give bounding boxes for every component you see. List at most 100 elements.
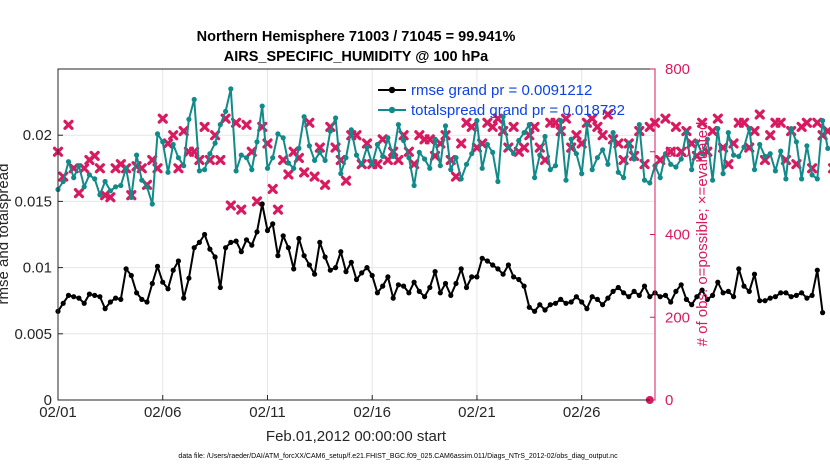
totalspread-point: [333, 115, 339, 121]
rmse-point: [521, 283, 527, 289]
rmse-point: [118, 296, 124, 302]
obs-evaluated-point: [450, 171, 462, 182]
obs-evaluated-point: [749, 125, 760, 137]
totalspread-point: [196, 168, 202, 174]
totalspread-point: [327, 128, 333, 134]
totalspread-point: [621, 175, 627, 181]
totalspread-point: [474, 118, 480, 124]
totalspread-point: [542, 133, 548, 140]
totalspread-point: [725, 130, 731, 136]
totalspread-point: [128, 194, 134, 200]
totalspread-point: [107, 188, 113, 194]
obs-evaluated-point: [466, 121, 477, 133]
rmse-point: [751, 271, 758, 277]
obs-evaluated-point: [759, 154, 771, 166]
y-tick-label: 0.015: [14, 193, 52, 210]
totalspread-point: [76, 163, 82, 169]
rmse-point: [102, 306, 108, 312]
totalspread-point: [264, 165, 271, 171]
obs-evaluated-point: [812, 117, 823, 128]
obs-evaluated-point: [199, 121, 210, 133]
obs-evaluated-point: [189, 146, 200, 157]
rmse-point: [97, 294, 103, 300]
rmse-point: [401, 283, 407, 289]
rmse-point: [65, 292, 72, 298]
rmse-point: [442, 280, 449, 287]
totalspread-point: [463, 161, 470, 167]
totalspread-point: [102, 178, 108, 185]
rmse-point: [123, 266, 129, 272]
totalspread-point: [60, 178, 66, 185]
totalspread-point: [139, 177, 145, 183]
totalspread-point: [757, 141, 763, 148]
totalspread-point: [741, 144, 747, 150]
rmse-point: [275, 253, 281, 259]
totalspread-point: [97, 192, 103, 198]
totalspread-point: [385, 135, 391, 141]
rmse-point: [725, 288, 731, 294]
rmse-point: [699, 287, 705, 293]
totalspread-point: [432, 136, 438, 142]
totalspread-point: [217, 122, 223, 128]
rmse-point: [532, 308, 538, 314]
obs-evaluated-point: [487, 121, 498, 133]
obs-evaluated-point: [314, 142, 325, 153]
obs-evaluated-point: [613, 138, 624, 149]
totalspread-point: [306, 143, 312, 149]
rmse-point: [767, 295, 773, 301]
obs-evaluated-point: [801, 117, 812, 128]
totalspread-point: [505, 144, 511, 150]
y-axis-left: 0 0.005 0.01 0.015 0.02: [14, 127, 63, 409]
totalspread-point: [694, 139, 700, 145]
y-axis-label: rmse and totalspread: [0, 164, 12, 305]
rmse-point: [563, 300, 569, 306]
rmse-point: [762, 298, 768, 304]
series-totalspread: [55, 86, 830, 207]
totalspread-point: [228, 86, 234, 92]
totalspread-point: [762, 153, 768, 159]
obs-evaluated-point: [278, 154, 289, 166]
obs-evaluated-point: [571, 130, 582, 141]
rmse-point: [312, 271, 318, 277]
obs-evaluated-point: [539, 154, 551, 166]
obs-evaluated-point: [560, 113, 572, 124]
obs-evaluated-point: [707, 125, 718, 137]
obs-evaluated-point: [241, 119, 252, 130]
totalspread-point: [610, 130, 616, 136]
obs-evaluated-point: [712, 113, 723, 124]
y-right-tick-label: 200: [665, 309, 690, 326]
totalspread-point: [793, 139, 800, 145]
rmse-point: [484, 258, 490, 264]
totalspread-point: [118, 182, 124, 189]
rmse-point: [783, 290, 789, 296]
totalspread-point: [437, 163, 443, 169]
totalspread-point: [223, 108, 229, 114]
rmse-point: [694, 294, 700, 300]
x-tick-label: 02/06: [144, 404, 182, 421]
x-axis-label: Feb.01,2012 00:00:00 start: [266, 428, 447, 445]
obs-evaluated-point: [351, 130, 362, 141]
rmse-point: [238, 249, 244, 255]
totalspread-point: [81, 184, 87, 190]
rmse-point: [181, 295, 187, 301]
rmse-point: [568, 299, 574, 305]
obs-evaluated-point: [492, 113, 503, 124]
totalspread-point: [600, 147, 606, 153]
totalspread-point: [788, 126, 794, 132]
rmse-point: [390, 295, 396, 301]
rmse-point: [296, 235, 302, 242]
rmse-point: [380, 283, 386, 289]
totalspread-point: [317, 149, 323, 155]
totalspread-point: [301, 114, 307, 120]
rmse-point: [437, 290, 443, 296]
obs-evaluated-point: [173, 163, 184, 174]
totalspread-point: [720, 171, 726, 177]
obs-evaluated-point: [382, 154, 394, 166]
obs-evaluated-point: [592, 121, 603, 133]
totalspread-point: [359, 161, 365, 167]
obs-evaluated-point: [79, 163, 90, 174]
rmse-point: [92, 292, 98, 298]
totalspread-point: [490, 149, 496, 155]
totalspread-point: [772, 168, 779, 174]
rmse-point: [369, 272, 375, 279]
